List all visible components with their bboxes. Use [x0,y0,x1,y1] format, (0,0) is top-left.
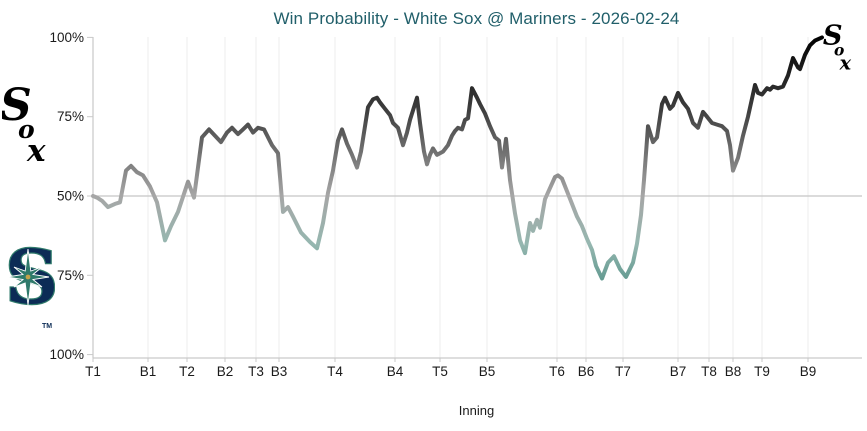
x-tick-label: B5 [479,364,496,379]
sox-letter-o: o [18,115,35,144]
x-tick-label: T4 [327,364,343,379]
x-tick-label: B4 [387,364,404,379]
x-tick-label: B8 [725,364,742,379]
y-tick-label: 100% [49,30,84,45]
y-tick-label: 50% [57,189,84,204]
x-tick-label: B3 [271,364,288,379]
chart-title: Win Probability - White Sox @ Mariners -… [273,9,680,28]
y-tick-label: 75% [57,268,84,283]
line-end-white-sox-logo-icon: S o x [817,19,861,75]
compass-center-dot [25,274,31,280]
x-tick-label: B9 [800,364,817,379]
mariners-logo-icon: S TM [1,233,60,330]
x-tick-label: T2 [179,364,195,379]
svg-text:x: x [839,52,852,74]
x-tick-label: B6 [578,364,595,379]
x-tick-label: B2 [217,364,234,379]
svg-text:S: S [823,22,843,51]
x-tick-label: T3 [248,364,264,379]
y-tick-label: 75% [57,109,84,124]
x-tick-label: B1 [140,364,157,379]
x-tick-label: T6 [549,364,565,379]
white-sox-logo-icon: S o x [0,80,50,170]
trademark-label: TM [42,323,52,330]
x-tick-label: T5 [432,364,448,379]
sox-letter-x: x [26,133,46,168]
x-axis-title: Inning [458,403,495,418]
win-probability-line [91,35,824,281]
svg-text:o: o [834,40,844,59]
x-tick-label: B7 [670,364,687,379]
sox-letter-s: S [2,84,32,131]
x-tick-label: T8 [701,364,717,379]
x-tick-label: T9 [754,364,770,379]
y-tick-label: 100% [49,347,84,362]
x-tick-label: T1 [85,364,101,379]
x-tick-label: T7 [615,364,631,379]
